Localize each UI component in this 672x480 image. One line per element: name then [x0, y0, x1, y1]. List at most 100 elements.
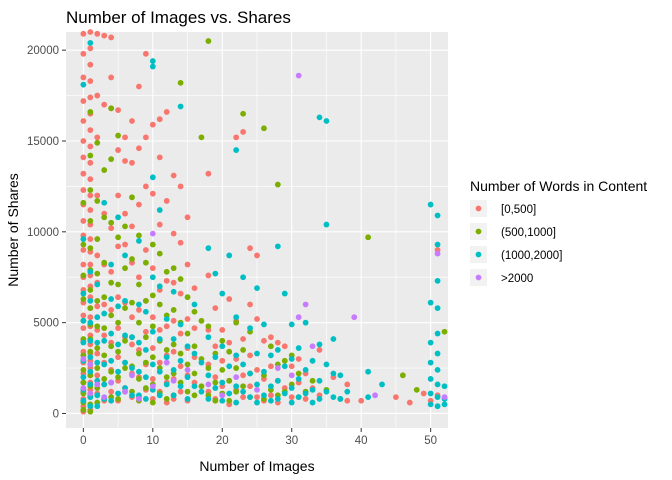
data-point: [129, 299, 135, 306]
data-point: [80, 312, 87, 319]
data-point: [205, 381, 212, 388]
data-point: [136, 281, 142, 288]
data-point: [198, 383, 205, 390]
data-point: [309, 377, 316, 384]
y-tick-label: 20000: [27, 45, 59, 57]
data-point: [94, 139, 101, 146]
data-point: [108, 330, 115, 337]
data-point: [316, 346, 323, 353]
legend-marker: [475, 251, 482, 258]
data-point: [254, 386, 260, 393]
data-point: [170, 279, 177, 286]
data-point: [101, 325, 108, 331]
y-tick-label: 10000: [27, 227, 59, 239]
data-point: [434, 394, 441, 401]
data-point: [434, 277, 441, 284]
data-point: [87, 348, 94, 355]
data-point: [108, 307, 115, 313]
data-point: [177, 350, 184, 357]
data-point: [142, 334, 149, 341]
data-point: [163, 277, 170, 284]
data-point: [80, 247, 87, 253]
data-point: [226, 377, 233, 384]
data-point: [233, 319, 240, 326]
data-point: [87, 176, 94, 183]
data-point: [122, 359, 128, 366]
data-point: [240, 336, 247, 342]
data-point: [316, 377, 323, 384]
data-point: [156, 327, 163, 333]
data-point: [316, 341, 323, 348]
data-point: [108, 268, 115, 275]
data-point: [302, 319, 309, 326]
data-point: [184, 366, 191, 373]
data-point: [122, 265, 128, 272]
data-point: [170, 288, 177, 295]
data-point: [240, 361, 247, 368]
legend-label: (500,1000]: [501, 227, 556, 239]
data-point: [156, 250, 163, 257]
data-point: [115, 325, 121, 331]
data-point: [226, 296, 233, 302]
data-point: [226, 348, 233, 355]
data-point: [198, 359, 205, 366]
data-point: [205, 38, 212, 44]
data-point: [122, 210, 128, 217]
data-point: [87, 261, 94, 268]
data-point: [163, 381, 170, 388]
data-point: [136, 145, 142, 152]
data-point: [205, 396, 212, 402]
data-point: [101, 337, 108, 344]
data-point: [219, 397, 226, 404]
legend: Number of Words in Content [0,500] (500,1…: [470, 178, 647, 286]
data-point: [122, 223, 128, 230]
data-point: [205, 272, 212, 279]
data-point: [122, 337, 128, 344]
data-point: [191, 370, 198, 377]
data-point: [393, 394, 399, 401]
data-point: [427, 376, 434, 382]
data-point: [122, 365, 128, 371]
data-point: [288, 385, 295, 391]
data-point: [240, 129, 247, 135]
data-point: [233, 388, 240, 395]
data-point: [191, 301, 198, 308]
data-point: [149, 314, 156, 321]
data-point: [115, 132, 121, 139]
data-point: [108, 296, 115, 302]
data-point: [288, 399, 295, 406]
data-point: [136, 201, 142, 208]
data-point: [212, 343, 219, 350]
data-point: [101, 259, 108, 266]
data-point: [441, 328, 448, 335]
data-point: [156, 116, 163, 123]
data-point: [80, 74, 87, 81]
data-point: [142, 259, 149, 266]
data-point: [149, 63, 156, 70]
data-point: [365, 234, 372, 241]
data-point: [233, 399, 240, 406]
x-tick-label: 40: [355, 435, 368, 447]
data-point: [108, 261, 115, 268]
data-point: [108, 156, 115, 163]
data-point: [129, 223, 135, 230]
data-point: [108, 388, 115, 395]
data-point: [184, 361, 191, 368]
data-point: [427, 390, 434, 397]
data-point: [108, 225, 115, 232]
data-point: [170, 348, 177, 355]
data-point: [80, 272, 87, 279]
data-point: [205, 334, 212, 341]
data-point: [261, 125, 267, 132]
data-point: [358, 397, 365, 404]
data-point: [413, 386, 420, 393]
data-point: [274, 181, 281, 188]
data-point: [142, 385, 149, 391]
data-point: [122, 158, 128, 164]
data-point: [427, 339, 434, 346]
data-point: [323, 221, 330, 228]
data-point: [267, 397, 274, 404]
data-point: [80, 397, 87, 404]
data-point: [142, 297, 149, 304]
data-point: [406, 399, 413, 406]
